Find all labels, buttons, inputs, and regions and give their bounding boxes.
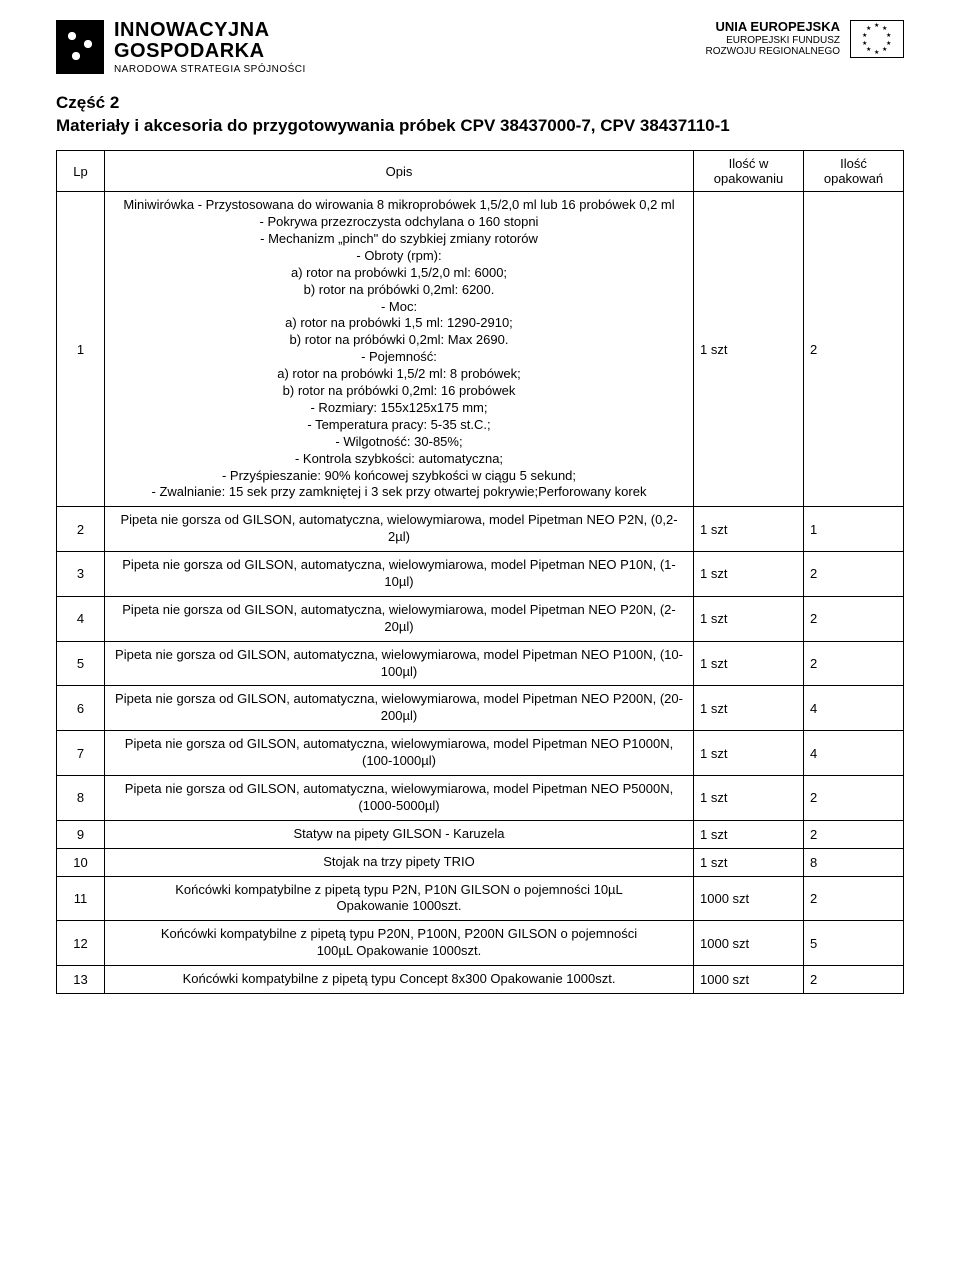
cell-lp: 5 (57, 641, 105, 686)
cell-lp: 2 (57, 507, 105, 552)
cell-packs: 2 (804, 820, 904, 848)
table-row: 5Pipeta nie gorsza od GILSON, automatycz… (57, 641, 904, 686)
cell-opis: Pipeta nie gorsza od GILSON, automatyczn… (105, 507, 694, 552)
cell-opis: Stojak na trzy pipety TRIO (105, 848, 694, 876)
cell-lp: 9 (57, 820, 105, 848)
cell-lp: 1 (57, 192, 105, 507)
section-subtitle: Materiały i akcesoria do przygotowywania… (56, 115, 904, 136)
eu-text: UNIA EUROPEJSKA EUROPEJSKI FUNDUSZ ROZWO… (706, 20, 840, 58)
eu-line3: ROZWOJU REGIONALNEGO (706, 46, 840, 58)
cell-lp: 4 (57, 596, 105, 641)
cell-opis: Końcówki kompatybilne z pipetą typu P20N… (105, 921, 694, 966)
eu-flag-icon: ★ ★ ★ ★ ★ ★ ★ ★ ★ ★ (850, 20, 904, 58)
cell-packs: 2 (804, 876, 904, 921)
cell-qty: 1 szt (694, 507, 804, 552)
cell-opis: Pipeta nie gorsza od GILSON, automatyczn… (105, 775, 694, 820)
cell-opis: Końcówki kompatybilne z pipetą typu P2N,… (105, 876, 694, 921)
cell-packs: 2 (804, 192, 904, 507)
cell-lp: 7 (57, 731, 105, 776)
cell-qty: 1 szt (694, 820, 804, 848)
cell-opis: Pipeta nie gorsza od GILSON, automatyczn… (105, 641, 694, 686)
table-row: 2Pipeta nie gorsza od GILSON, automatycz… (57, 507, 904, 552)
section-title: Część 2 (56, 93, 904, 113)
table-row: 9Statyw na pipety GILSON - Karuzela1 szt… (57, 820, 904, 848)
cell-lp: 12 (57, 921, 105, 966)
cell-qty: 1 szt (694, 848, 804, 876)
cell-qty: 1 szt (694, 686, 804, 731)
cell-qty: 1000 szt (694, 966, 804, 994)
table-row: 12Końcówki kompatybilne z pipetą typu P2… (57, 921, 904, 966)
cell-packs: 2 (804, 775, 904, 820)
cell-opis: Pipeta nie gorsza od GILSON, automatyczn… (105, 731, 694, 776)
table-row: 13Końcówki kompatybilne z pipetą typu Co… (57, 966, 904, 994)
table-row: 3Pipeta nie gorsza od GILSON, automatycz… (57, 552, 904, 597)
cell-lp: 13 (57, 966, 105, 994)
cell-packs: 2 (804, 552, 904, 597)
th-opis: Opis (105, 151, 694, 192)
table-row: 4Pipeta nie gorsza od GILSON, automatycz… (57, 596, 904, 641)
cell-opis: Miniwirówka - Przystosowana do wirowania… (105, 192, 694, 507)
logo-left-line3: NARODOWA STRATEGIA SPÓJNOŚCI (114, 64, 306, 75)
cell-qty: 1 szt (694, 641, 804, 686)
cell-lp: 6 (57, 686, 105, 731)
page-header: INNOWACYJNA GOSPODARKA NARODOWA STRATEGI… (56, 20, 904, 75)
cell-opis: Pipeta nie gorsza od GILSON, automatyczn… (105, 686, 694, 731)
innowacyjna-logo-icon (56, 20, 104, 74)
cell-packs: 4 (804, 686, 904, 731)
cell-qty: 1 szt (694, 775, 804, 820)
cell-qty: 1000 szt (694, 921, 804, 966)
cell-packs: 2 (804, 966, 904, 994)
th-lp: Lp (57, 151, 105, 192)
logo-left: INNOWACYJNA GOSPODARKA NARODOWA STRATEGI… (56, 20, 306, 75)
table-row: 6Pipeta nie gorsza od GILSON, automatycz… (57, 686, 904, 731)
cell-opis: Pipeta nie gorsza od GILSON, automatyczn… (105, 552, 694, 597)
cell-packs: 5 (804, 921, 904, 966)
cell-qty: 1 szt (694, 731, 804, 776)
cell-packs: 2 (804, 596, 904, 641)
table-row: 8Pipeta nie gorsza od GILSON, automatycz… (57, 775, 904, 820)
th-qty: Ilość w opakowaniu (694, 151, 804, 192)
table-row: 7Pipeta nie gorsza od GILSON, automatycz… (57, 731, 904, 776)
eu-line1: UNIA EUROPEJSKA (706, 20, 840, 35)
cell-opis: Statyw na pipety GILSON - Karuzela (105, 820, 694, 848)
cell-packs: 2 (804, 641, 904, 686)
logo-left-line2: GOSPODARKA (114, 41, 306, 62)
cell-lp: 10 (57, 848, 105, 876)
logo-right: UNIA EUROPEJSKA EUROPEJSKI FUNDUSZ ROZWO… (706, 20, 904, 58)
th-packs: Ilość opakowań (804, 151, 904, 192)
logo-left-line1: INNOWACYJNA (114, 20, 306, 41)
cell-qty: 1 szt (694, 192, 804, 507)
cell-packs: 4 (804, 731, 904, 776)
cell-qty: 1 szt (694, 552, 804, 597)
cell-qty: 1 szt (694, 596, 804, 641)
table-header-row: Lp Opis Ilość w opakowaniu Ilość opakowa… (57, 151, 904, 192)
cell-packs: 8 (804, 848, 904, 876)
eu-line2: EUROPEJSKI FUNDUSZ (706, 35, 840, 47)
table-row: 10Stojak na trzy pipety TRIO1 szt8 (57, 848, 904, 876)
cell-qty: 1000 szt (694, 876, 804, 921)
cell-opis: Pipeta nie gorsza od GILSON, automatyczn… (105, 596, 694, 641)
table-row: 1Miniwirówka - Przystosowana do wirowani… (57, 192, 904, 507)
cell-lp: 3 (57, 552, 105, 597)
cell-opis: Końcówki kompatybilne z pipetą typu Conc… (105, 966, 694, 994)
logo-left-text: INNOWACYJNA GOSPODARKA NARODOWA STRATEGI… (114, 20, 306, 75)
cell-lp: 8 (57, 775, 105, 820)
table-row: 11Końcówki kompatybilne z pipetą typu P2… (57, 876, 904, 921)
spec-table: Lp Opis Ilość w opakowaniu Ilość opakowa… (56, 150, 904, 994)
cell-lp: 11 (57, 876, 105, 921)
cell-packs: 1 (804, 507, 904, 552)
